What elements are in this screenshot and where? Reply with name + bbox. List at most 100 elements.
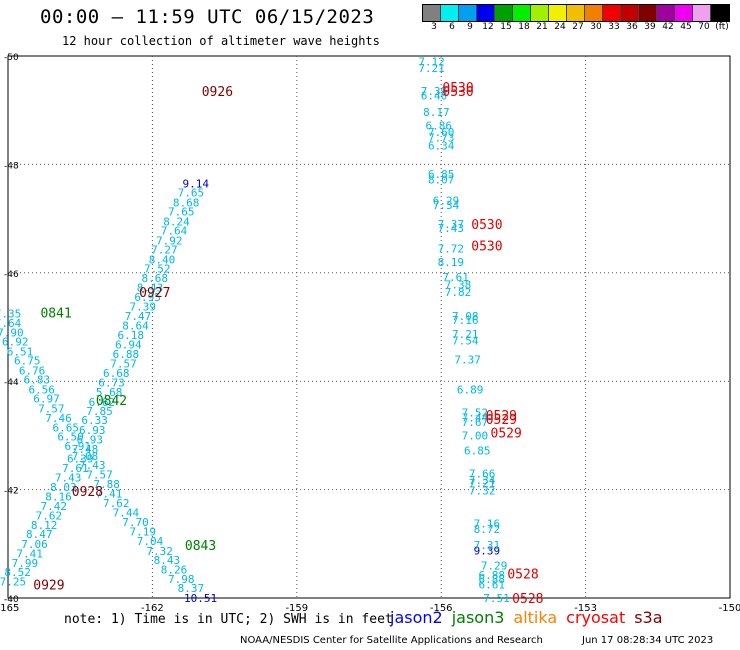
wave-height-value: 7.21 bbox=[469, 477, 496, 490]
wave-height-value: 8.68 bbox=[173, 196, 200, 209]
wave-height-value: 6.88 bbox=[478, 569, 505, 582]
y-tick-label: -50 bbox=[4, 53, 19, 63]
wave-height-value: 7.21 bbox=[418, 62, 445, 75]
wave-height-value: 8.52 bbox=[4, 566, 31, 579]
wave-height-value: 6.83 bbox=[24, 374, 51, 387]
legend-swatch bbox=[585, 5, 603, 21]
legend-swatch bbox=[657, 5, 675, 21]
wave-height-value: 7.42 bbox=[40, 500, 67, 513]
legend-label: 9 bbox=[467, 22, 473, 32]
wave-height-value: 7.04 bbox=[137, 535, 164, 548]
wave-height-value: 7.72 bbox=[438, 242, 465, 255]
wave-height-value: 5.68 bbox=[96, 386, 123, 399]
wave-height-value: 9.39 bbox=[474, 544, 501, 557]
wave-height-value: 8.43 bbox=[154, 554, 181, 567]
wave-height-value: 6.39 bbox=[67, 453, 94, 466]
wave-height-value: 9.14 bbox=[182, 177, 209, 190]
legend-swatch bbox=[423, 5, 441, 21]
wave-height-value: 7.16 bbox=[474, 518, 501, 531]
pass-time-label: 0529 bbox=[486, 409, 517, 424]
wave-height-value: 6.40 bbox=[421, 90, 448, 103]
wave-height-value: 7.34 bbox=[469, 474, 496, 487]
legend-label: 33 bbox=[608, 22, 620, 32]
wave-height-value: 7.65 bbox=[178, 187, 205, 200]
x-tick-label: -165 bbox=[0, 603, 19, 614]
legend-swatch bbox=[477, 5, 495, 21]
plot-frame bbox=[7, 55, 731, 599]
wave-height-value: 7.25 bbox=[0, 576, 26, 589]
wave-height-value: 7.57 bbox=[110, 357, 137, 370]
wave-height-value: 7.46 bbox=[45, 412, 72, 425]
wave-height-value: 7.82 bbox=[445, 286, 472, 299]
wave-height-value: 6.88 bbox=[478, 573, 505, 586]
x-tick-label: -159 bbox=[285, 603, 308, 614]
satellite-legend: jason2 jason3 altika cryosat s3a bbox=[390, 608, 672, 627]
wave-height-value: 6.75 bbox=[14, 355, 41, 368]
pass-time-label: 0528 bbox=[512, 592, 543, 607]
credit-text: NOAA/NESDIS Center for Satellite Applica… bbox=[240, 635, 543, 646]
wave-height-value: 6.97 bbox=[33, 393, 60, 406]
wave-height-value: 7.62 bbox=[103, 497, 130, 510]
wave-height-value: 7.88 bbox=[93, 478, 120, 491]
legend-label: 36 bbox=[626, 22, 638, 32]
wave-height-value: 7.62 bbox=[36, 510, 63, 523]
wave-height-value: 6.51 bbox=[7, 345, 34, 358]
pass-time-label: 0530 bbox=[442, 81, 473, 96]
wave-height-value: 7.31 bbox=[474, 539, 501, 552]
wave-height-value: 7.32 bbox=[469, 485, 496, 498]
wave-height-value: 7.61 bbox=[62, 462, 89, 475]
x-tick-label: -150 bbox=[719, 603, 740, 614]
wave-height-value: 6.68 bbox=[103, 367, 130, 380]
page-subtitle: 12 hour collection of altimeter wave hei… bbox=[62, 34, 380, 48]
wave-height-value: 7.66 bbox=[469, 467, 496, 480]
wave-height-value: 7.67 bbox=[462, 416, 489, 429]
legend-label: 39 bbox=[644, 22, 656, 32]
wave-height-value: 8.26 bbox=[161, 563, 188, 576]
legend-swatch bbox=[603, 5, 621, 21]
x-tick-label: -156 bbox=[430, 603, 453, 614]
satellite-cryosat: cryosat bbox=[566, 608, 626, 627]
wave-height-value: 7.12 bbox=[418, 55, 445, 68]
y-tick-label: -44 bbox=[4, 378, 19, 388]
wave-height-value: 7.29 bbox=[481, 559, 508, 572]
wave-height-value: 7.44 bbox=[113, 506, 140, 519]
wave-height-value: 8.17 bbox=[423, 106, 450, 119]
legend-label: 15 bbox=[500, 22, 512, 32]
wave-height-value: 7.32 bbox=[146, 545, 173, 558]
legend-swatch bbox=[567, 5, 585, 21]
wave-height-value: 7.98 bbox=[168, 573, 195, 586]
wave-height-value: 6.92 bbox=[2, 336, 29, 349]
legend-label: 12 bbox=[482, 22, 494, 32]
wave-height-value: 7.57 bbox=[38, 402, 65, 415]
legend-swatch bbox=[675, 5, 693, 21]
wave-height-value: 7.90 bbox=[0, 326, 24, 339]
wave-height-value: 7.70 bbox=[122, 516, 149, 529]
wave-height-value: 6.29 bbox=[433, 195, 460, 208]
footer-note: note: 1) Time is in UTC; 2) SWH is in fe… bbox=[64, 612, 393, 627]
pass-time-label: 0841 bbox=[40, 306, 71, 321]
wave-height-value: 6.93 bbox=[77, 434, 104, 447]
wave-height-value: 6.86 bbox=[426, 119, 453, 132]
legend-swatch bbox=[549, 5, 567, 21]
y-tick-label: -46 bbox=[4, 270, 19, 280]
wave-height-value: 7.99 bbox=[12, 557, 39, 570]
wave-height-value: 7.21 bbox=[452, 328, 479, 341]
legend-swatch bbox=[711, 5, 729, 21]
pass-time-label: 0528 bbox=[507, 568, 538, 583]
credit-timestamp: Jun 17 08:28:34 UTC 2023 bbox=[582, 635, 714, 646]
wave-height-value: 6.85 bbox=[428, 168, 455, 181]
pass-time-label: 0927 bbox=[139, 286, 170, 301]
legend-swatch bbox=[693, 5, 711, 21]
wave-height-value: 8.47 bbox=[26, 528, 53, 541]
wave-height-value: 8.24 bbox=[163, 215, 190, 228]
wave-height-value: 8.64 bbox=[122, 319, 149, 332]
legend-label: 42 bbox=[662, 22, 674, 32]
wave-height-value: 7.00 bbox=[462, 429, 489, 442]
wave-height-value: 8.40 bbox=[149, 253, 176, 266]
wave-height-value: 7.48 bbox=[72, 443, 99, 456]
wave-height-value: 7.38 bbox=[445, 279, 472, 292]
wave-height-value: 7.43 bbox=[438, 222, 465, 235]
wave-height-value: 7.39 bbox=[130, 300, 157, 313]
wave-height-value: 7.52 bbox=[462, 407, 489, 420]
wave-height-value: 7.57 bbox=[86, 468, 113, 481]
